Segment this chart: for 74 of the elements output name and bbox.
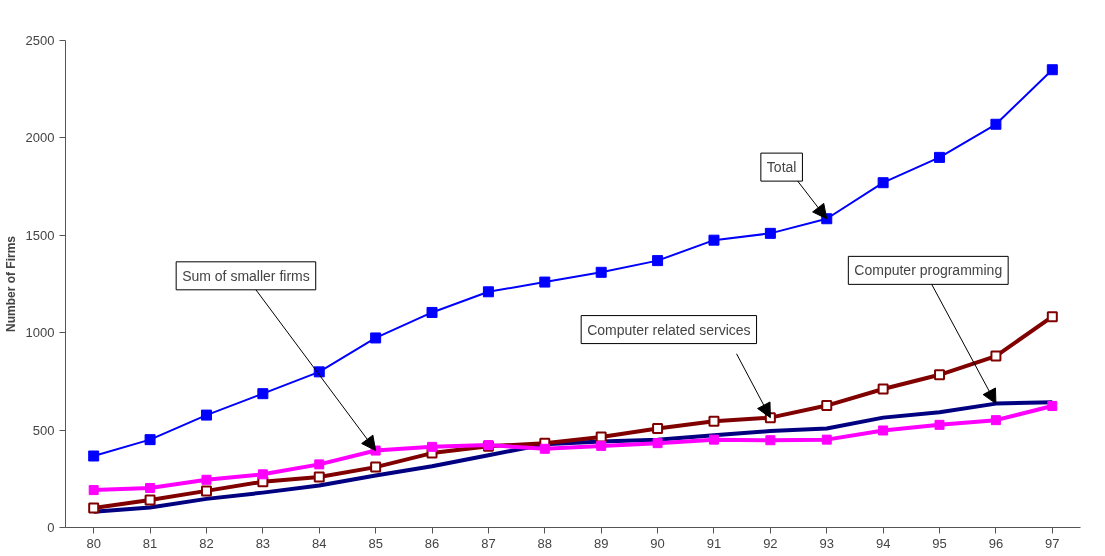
x-tick-label: 95 <box>932 535 947 551</box>
point <box>144 494 156 506</box>
point <box>200 485 212 497</box>
point <box>539 443 550 454</box>
point <box>652 438 663 449</box>
point <box>821 434 832 445</box>
x-tick-label: 94 <box>875 535 891 551</box>
x-tick-label: 87 <box>481 535 496 551</box>
point <box>88 485 99 496</box>
point <box>539 276 551 288</box>
point <box>88 502 100 514</box>
point <box>652 255 664 267</box>
point <box>708 434 719 445</box>
x-tick-label: 89 <box>593 535 609 551</box>
point <box>877 383 889 395</box>
point <box>596 440 607 451</box>
y-tick-label: 500 <box>32 422 55 438</box>
y-tick-label: 0 <box>47 520 55 535</box>
point <box>934 151 946 163</box>
point <box>1046 311 1058 323</box>
point <box>370 461 382 473</box>
point <box>934 369 946 381</box>
point <box>934 419 945 430</box>
point <box>708 415 720 427</box>
x-tick-label: 96 <box>988 535 1004 551</box>
point <box>201 474 212 485</box>
point <box>257 388 269 400</box>
x-tick-label: 93 <box>819 535 834 551</box>
point <box>878 425 889 436</box>
x-tick-label: 91 <box>706 535 722 551</box>
point <box>764 227 776 239</box>
x-tick-label: 97 <box>1045 535 1060 551</box>
point <box>652 423 664 435</box>
point <box>427 441 438 452</box>
point <box>257 469 268 480</box>
point <box>595 266 607 278</box>
x-tick-label: 82 <box>199 535 214 551</box>
point <box>595 431 607 443</box>
annotation: Computer programming <box>854 262 1003 279</box>
point <box>990 415 1001 426</box>
y-tick-label: 2000 <box>25 130 55 146</box>
x-tick-label: 86 <box>424 535 440 551</box>
y-tick-label: 1500 <box>25 227 55 243</box>
point <box>200 409 212 421</box>
x-tick-label: 84 <box>312 535 327 551</box>
point <box>990 350 1002 362</box>
x-tick-label: 88 <box>537 535 553 551</box>
x-tick-label: 90 <box>650 535 665 551</box>
x-tick-label: 83 <box>255 535 271 551</box>
point <box>877 177 889 189</box>
annotation: Sum of smaller firms <box>182 267 310 284</box>
x-tick-label: 80 <box>86 535 101 551</box>
x-tick-label: 81 <box>142 535 158 551</box>
point <box>426 306 438 318</box>
point <box>144 434 156 446</box>
point <box>88 450 100 462</box>
point <box>708 234 720 246</box>
point <box>313 471 325 483</box>
point <box>314 459 325 470</box>
point <box>482 286 494 298</box>
point <box>1046 64 1058 76</box>
y-tick-label: 1000 <box>25 325 55 341</box>
point <box>370 332 382 344</box>
annotation: Computer related services <box>587 321 751 338</box>
point <box>765 435 776 446</box>
annotation: Total <box>766 159 797 176</box>
point <box>821 400 833 412</box>
point <box>145 482 156 493</box>
x-tick-label: 92 <box>763 535 778 551</box>
point <box>1047 400 1058 411</box>
y-tick-label: 2500 <box>25 33 55 48</box>
x-tick-label: 85 <box>368 535 383 551</box>
point <box>990 118 1002 130</box>
y-axis-title: Number of Firms <box>3 235 18 333</box>
